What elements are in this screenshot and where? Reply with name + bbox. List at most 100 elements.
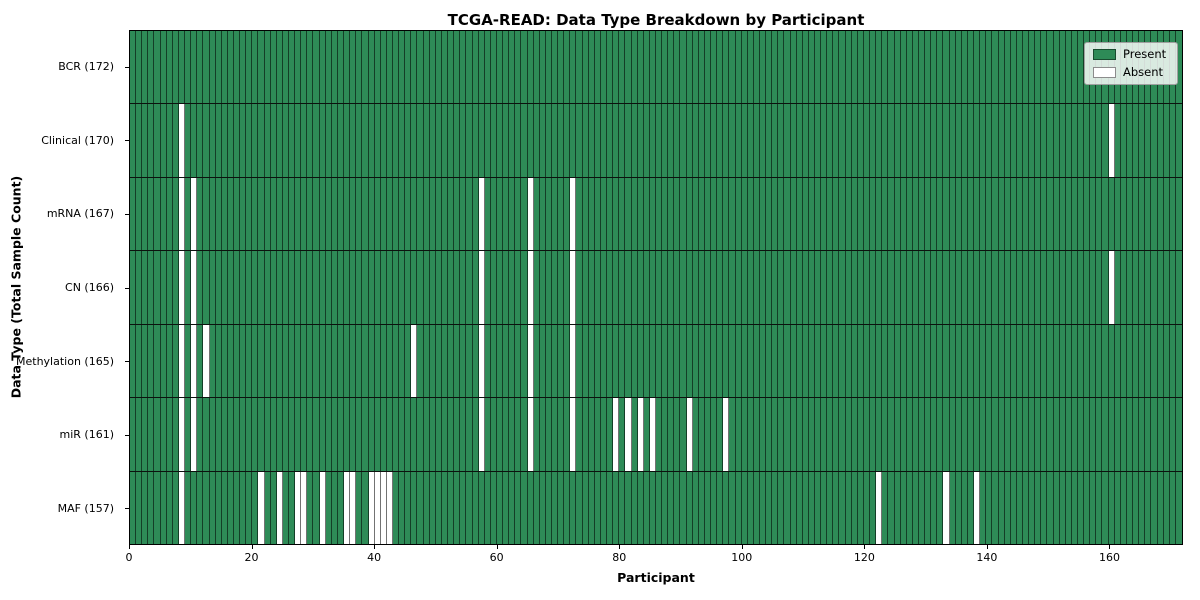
heatmap-cell-present — [894, 251, 901, 324]
heatmap-cell-present — [240, 31, 247, 104]
heatmap-cell-present — [295, 324, 302, 398]
heatmap-cell-present — [258, 324, 265, 398]
heatmap-cell-present — [711, 177, 718, 251]
heatmap-cell-present — [870, 177, 877, 251]
heatmap-cell-present — [289, 31, 296, 104]
heatmap-cell-present — [778, 104, 785, 177]
heatmap-cell-present — [766, 104, 773, 177]
heatmap-cell-present — [203, 398, 210, 471]
heatmap-cell-present — [723, 471, 730, 544]
heatmap-cell-present — [1059, 324, 1066, 398]
heatmap-cell-present — [209, 104, 216, 177]
heatmap-cell-absent — [178, 251, 186, 324]
heatmap-cell-present — [888, 324, 895, 398]
heatmap-cell-present — [870, 31, 877, 104]
heatmap-cell-absent — [350, 471, 357, 544]
heatmap-cell-present — [1163, 251, 1170, 324]
heatmap-cell-present — [711, 471, 718, 544]
heatmap-cell-present — [509, 104, 516, 177]
heatmap-cell-present — [130, 251, 137, 324]
heatmap-cell-present — [876, 177, 883, 251]
heatmap-cell-present — [662, 398, 669, 471]
heatmap-cell-present — [674, 31, 681, 104]
heatmap-cell-present — [356, 471, 363, 544]
heatmap-cell-present — [772, 31, 779, 104]
heatmap-cell-present — [900, 251, 907, 324]
heatmap-cell-present — [380, 177, 387, 251]
heatmap-cell-present — [863, 471, 871, 544]
heatmap-row-CN — [130, 251, 1182, 325]
heatmap-cell-present — [747, 398, 754, 471]
heatmap-cell-present — [576, 471, 583, 544]
heatmap-cell-present — [668, 471, 675, 544]
heatmap-cell-present — [1004, 31, 1011, 104]
heatmap-cell-present — [337, 177, 345, 251]
heatmap-cell-present — [894, 31, 901, 104]
heatmap-cell-present — [484, 471, 491, 544]
heatmap-cell-present — [185, 398, 192, 471]
heatmap-cell-present — [136, 31, 143, 104]
heatmap-cell-present — [1047, 104, 1054, 177]
heatmap-cell-present — [276, 104, 283, 177]
heatmap-cell-present — [833, 471, 840, 544]
heatmap-cell-present — [246, 324, 253, 398]
heatmap-cell-present — [441, 324, 449, 398]
heatmap-cell-present — [441, 104, 449, 177]
heatmap-cell-present — [1133, 471, 1140, 544]
heatmap-cell-present — [337, 471, 345, 544]
heatmap-cell-present — [735, 104, 742, 177]
heatmap-cell-present — [1029, 31, 1036, 104]
heatmap-cell-present — [423, 324, 430, 398]
x-tick-mark — [864, 545, 866, 549]
heatmap-cell-present — [264, 324, 271, 398]
heatmap-cell-present — [215, 177, 222, 251]
heatmap-cell-present — [1139, 471, 1146, 544]
heatmap-cell-present — [741, 177, 748, 251]
heatmap-cell-present — [191, 104, 198, 177]
heatmap-cell-present — [833, 251, 840, 324]
heatmap-cell-present — [753, 324, 760, 398]
heatmap-cell-present — [197, 251, 204, 324]
heatmap-cell-present — [454, 177, 461, 251]
heatmap-cell-present — [313, 324, 320, 398]
heatmap-cell-present — [594, 177, 601, 251]
heatmap-cell-present — [405, 177, 412, 251]
chart-title: TCGA-READ: Data Type Breakdown by Partic… — [447, 11, 865, 29]
heatmap-cell-present — [136, 324, 143, 398]
heatmap-cell-present — [466, 324, 473, 398]
heatmap-cell-present — [919, 471, 926, 544]
heatmap-cell-present — [845, 398, 852, 471]
heatmap-cell-present — [393, 471, 400, 544]
heatmap-cell-present — [698, 31, 705, 104]
heatmap-cell-present — [594, 471, 601, 544]
heatmap-cell-present — [350, 398, 357, 471]
heatmap-cell-present — [1163, 398, 1170, 471]
heatmap-cell-present — [515, 398, 522, 471]
heatmap-cell-present — [631, 324, 638, 398]
heatmap-cell-present — [974, 104, 981, 177]
heatmap-cell-present — [662, 177, 669, 251]
heatmap-cell-present — [282, 104, 290, 177]
heatmap-cell-present — [1169, 324, 1176, 398]
heatmap-cell-present — [662, 251, 669, 324]
heatmap-cell-present — [344, 251, 351, 324]
heatmap-cell-present — [466, 398, 473, 471]
heatmap-cell-present — [717, 324, 724, 398]
heatmap-cell-present — [374, 324, 381, 398]
heatmap-cell-present — [711, 31, 718, 104]
heatmap-cell-present — [576, 324, 583, 398]
heatmap-cell-present — [240, 324, 247, 398]
heatmap-cell-present — [240, 251, 247, 324]
heatmap-cell-present — [429, 31, 436, 104]
heatmap-cell-present — [735, 324, 742, 398]
heatmap-cell-present — [607, 177, 614, 251]
heatmap-cell-present — [552, 471, 559, 544]
heatmap-cell-absent — [625, 398, 632, 471]
heatmap-cell-present — [949, 31, 956, 104]
heatmap-cell-present — [1078, 177, 1085, 251]
y-tick-mark — [125, 213, 129, 215]
heatmap-cell-present — [802, 398, 809, 471]
heatmap-cell-present — [295, 31, 302, 104]
heatmap-cell-present — [307, 177, 314, 251]
heatmap-cell-present — [692, 177, 699, 251]
